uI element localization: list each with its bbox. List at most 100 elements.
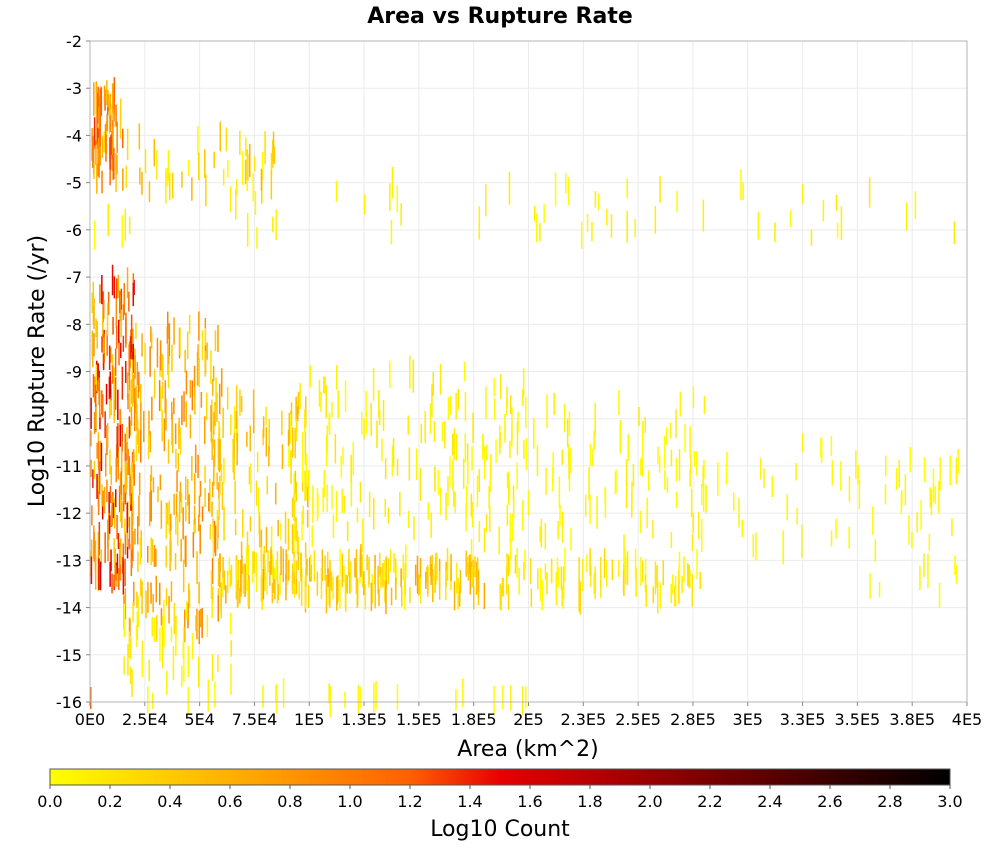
heatmap-cell: [214, 330, 217, 352]
heatmap-cell: [119, 493, 122, 523]
heatmap-cell: [126, 502, 128, 533]
heatmap-cell: [219, 452, 221, 471]
heatmap-cell: [593, 573, 595, 594]
heatmap-cell: [674, 576, 677, 607]
heatmap-cell: [109, 486, 112, 504]
heatmap-cell: [120, 538, 122, 565]
heatmap-cell: [187, 646, 190, 678]
heatmap-cell: [384, 458, 387, 479]
heatmap-cell: [325, 385, 327, 418]
heatmap-cell: [373, 498, 375, 530]
heatmap-cell: [295, 517, 297, 542]
heatmap-cell: [524, 549, 526, 572]
heatmap-cell: [199, 609, 202, 628]
heatmap-cell: [352, 441, 354, 476]
heatmap-cell: [240, 559, 242, 593]
heatmap-cell: [281, 410, 283, 436]
heatmap-cell: [289, 450, 292, 467]
heatmap-cell: [301, 452, 304, 483]
heatmap-cell: [472, 412, 474, 443]
heatmap-cell: [525, 686, 527, 709]
heatmap-cell: [345, 581, 347, 612]
heatmap-cell: [211, 481, 214, 498]
heatmap-cell: [260, 168, 263, 192]
heatmap-cell: [400, 203, 402, 226]
heatmap-cell: [91, 505, 93, 526]
heatmap-cell: [336, 365, 338, 390]
heatmap-cell: [99, 88, 101, 122]
heatmap-cell: [125, 466, 128, 489]
heatmap-cell: [393, 553, 395, 573]
heatmap-cell: [221, 481, 224, 510]
heatmap-cell: [802, 184, 804, 204]
heatmap-cell: [322, 487, 324, 513]
colorbar: [49, 768, 951, 786]
heatmap-cell: [401, 586, 403, 607]
heatmap-cell: [262, 685, 264, 708]
heatmap-cell: [150, 326, 152, 343]
heatmap-cell: [878, 582, 881, 598]
heatmap-cell: [592, 448, 594, 467]
heatmap-cell: [305, 568, 307, 587]
heatmap-cell: [645, 584, 647, 607]
heatmap-cell: [219, 383, 221, 415]
heatmap-cell: [328, 414, 330, 431]
heatmap-cell: [101, 275, 103, 305]
heatmap-cell: [186, 601, 188, 620]
heatmap-cell: [139, 536, 142, 565]
heatmap-cell: [212, 365, 215, 382]
heatmap-cell: [153, 138, 155, 167]
heatmap-cell: [137, 595, 140, 627]
heatmap-cell: [196, 608, 198, 640]
heatmap-cell: [151, 396, 153, 421]
heatmap-cell: [493, 377, 495, 397]
heatmap-cell: [342, 447, 344, 465]
heatmap-cell: [508, 482, 511, 499]
heatmap-cell: [269, 561, 271, 586]
heatmap-cell: [284, 511, 287, 544]
colorbar-tick-label: 1.4: [457, 792, 482, 811]
heatmap-cell: [180, 492, 183, 514]
heatmap-cell: [359, 686, 362, 708]
heatmap-cell: [94, 376, 96, 403]
heatmap-cell: [558, 476, 561, 509]
heatmap-cell: [911, 532, 913, 549]
heatmap-cell: [579, 581, 581, 615]
heatmap-cell: [399, 492, 401, 517]
heatmap-cell: [191, 456, 193, 481]
heatmap-cell: [395, 565, 397, 584]
heatmap-cell: [375, 680, 377, 710]
heatmap-cell: [153, 545, 156, 567]
heatmap-cell: [692, 513, 694, 534]
heatmap-cell: [309, 557, 311, 582]
heatmap-cell: [725, 463, 728, 485]
heatmap-cell: [432, 575, 435, 594]
heatmap-cell: [167, 150, 170, 182]
heatmap-cell: [486, 444, 488, 461]
heatmap-cell: [115, 104, 117, 127]
heatmap-cell: [185, 476, 187, 501]
heatmap-cell: [118, 339, 120, 366]
heatmap-cell: [111, 354, 114, 376]
heatmap-cell: [105, 453, 107, 477]
heatmap-cell: [366, 410, 368, 435]
heatmap-cell: [638, 407, 640, 427]
y-tick-label: -14: [56, 599, 82, 618]
heatmap-cell: [582, 559, 584, 592]
heatmap-cell: [589, 548, 591, 576]
heatmap-cell: [449, 455, 451, 488]
heatmap-cell: [580, 221, 583, 249]
heatmap-cell: [126, 128, 129, 160]
heatmap-cell: [464, 392, 467, 422]
heatmap-cell: [309, 365, 311, 388]
heatmap-cell: [109, 562, 111, 587]
heatmap-cell: [147, 545, 149, 563]
heatmap-cell: [115, 278, 118, 299]
heatmap-cell: [171, 344, 173, 372]
heatmap-cell: [95, 140, 97, 165]
heatmap-cell: [150, 465, 153, 482]
heatmap-cell: [111, 130, 113, 159]
heatmap-cell: [425, 571, 427, 589]
heatmap-cell: [928, 533, 931, 551]
heatmap-cell: [670, 584, 672, 604]
